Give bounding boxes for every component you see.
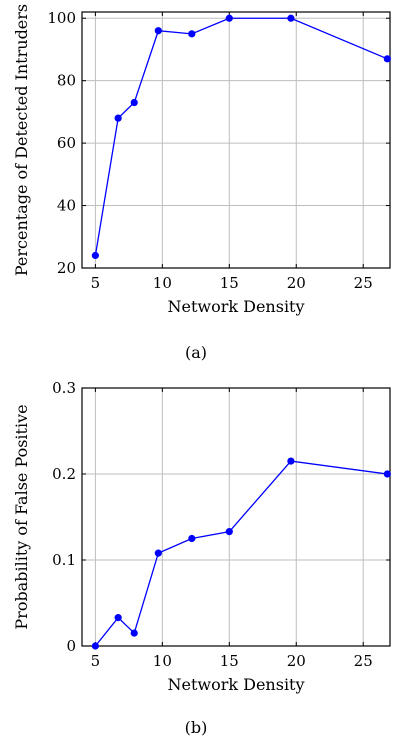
subfigure-caption: (b) <box>185 718 208 737</box>
series-line <box>95 18 387 255</box>
x-tick-label: 15 <box>220 274 239 292</box>
data-point <box>115 614 122 621</box>
x-tick-label: 20 <box>287 652 306 670</box>
data-point <box>287 15 294 22</box>
data-point <box>131 630 138 637</box>
x-tick-label: 5 <box>91 652 101 670</box>
data-point <box>155 550 162 557</box>
chart-detected-intruders: 5 10 15 20 25 20 40 60 80 100 Network Density Perce… <box>12 4 391 362</box>
data-point <box>92 642 99 649</box>
data-point <box>384 470 391 477</box>
x-tick-label: 25 <box>354 274 373 292</box>
x-tick-label: 10 <box>153 652 172 670</box>
x-tick-label: 10 <box>153 274 172 292</box>
y-tick-label: 80 <box>57 72 76 90</box>
y-tick-label: 0.3 <box>52 379 76 397</box>
data-point <box>155 27 162 34</box>
y-tick-label: 0.2 <box>52 465 76 483</box>
data-point <box>226 528 233 535</box>
plot-frame <box>82 388 390 646</box>
x-tick-label: 25 <box>354 652 373 670</box>
y-tick-label: 60 <box>57 134 76 152</box>
y-tick-label: 20 <box>57 259 76 277</box>
x-tick-label: 5 <box>91 274 101 292</box>
data-point <box>384 55 391 62</box>
x-axis-label: Network Density <box>167 297 304 316</box>
y-tick-label: 0.1 <box>52 551 76 569</box>
data-point <box>92 252 99 259</box>
y-tick-label: 0 <box>66 637 76 655</box>
chart-false-positive: 5 10 15 20 25 0 0.1 0.2 0.3 Network Density Probab… <box>12 379 391 737</box>
data-point <box>287 458 294 465</box>
x-axis-label: Network Density <box>167 675 304 694</box>
data-point <box>188 535 195 542</box>
data-point <box>188 30 195 37</box>
y-axis-label: Probability of False Positive <box>12 404 31 629</box>
x-tick-label: 20 <box>287 274 306 292</box>
y-axis-label: Percentage of Detected Intruders <box>12 4 31 276</box>
data-point <box>131 99 138 106</box>
data-point <box>115 115 122 122</box>
series-line <box>95 461 387 646</box>
data-point <box>226 15 233 22</box>
x-tick-label: 15 <box>220 652 239 670</box>
plot-frame <box>82 12 390 268</box>
y-tick-label: 40 <box>57 197 76 215</box>
subfigure-caption: (a) <box>185 343 207 362</box>
y-tick-label: 100 <box>47 9 76 27</box>
